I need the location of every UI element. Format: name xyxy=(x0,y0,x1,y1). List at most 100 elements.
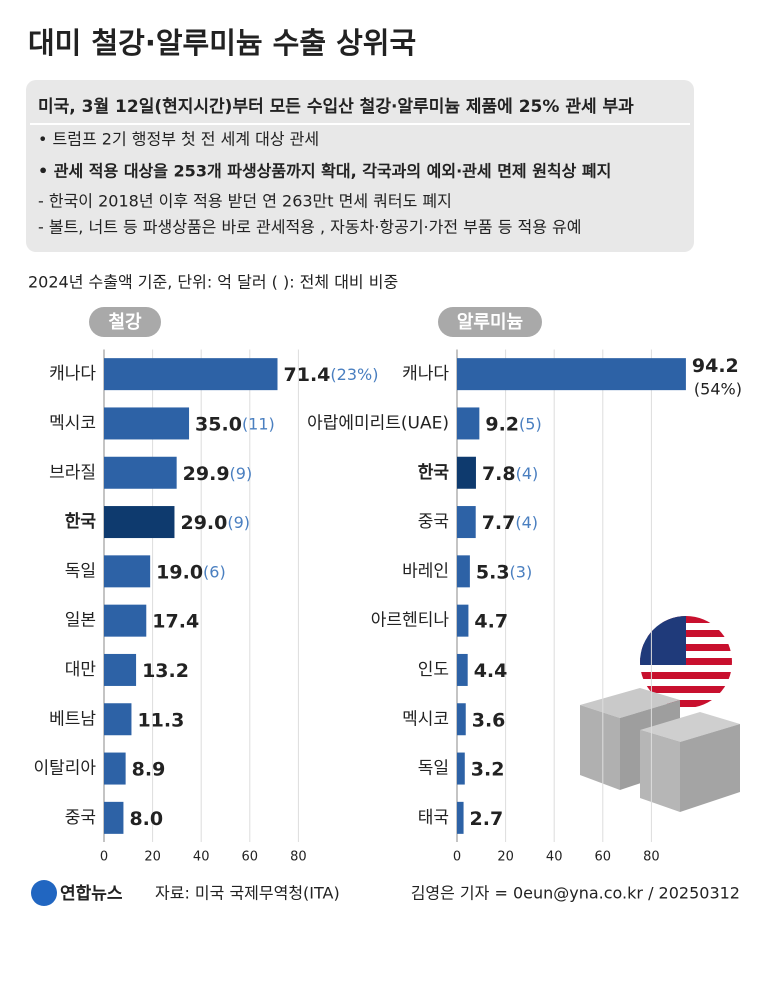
value-text: 4.4 xyxy=(474,659,508,681)
x-tick-label: 80 xyxy=(290,850,307,865)
illustration xyxy=(580,616,740,812)
value-label: 29.9(9) xyxy=(183,462,253,484)
value-label: 71.4(23%) xyxy=(284,364,379,386)
x-tick-label: 80 xyxy=(643,850,660,865)
value-label: 8.9 xyxy=(132,758,166,780)
category-label: 중국 xyxy=(65,808,96,828)
bar xyxy=(457,703,466,736)
bar xyxy=(104,456,177,489)
bar xyxy=(104,555,151,588)
value-label: 2.7 xyxy=(470,807,504,829)
bar xyxy=(457,604,469,637)
category-label: 대만 xyxy=(65,660,97,680)
value-text: 7.7 xyxy=(482,512,516,534)
share-label: (6) xyxy=(203,562,226,581)
value-text: 5.3 xyxy=(476,561,510,583)
value-label: 7.7(4) xyxy=(482,512,538,534)
share-label: (9) xyxy=(227,513,250,532)
x-tick-label: 40 xyxy=(546,850,563,865)
value-label: 3.6 xyxy=(472,709,506,731)
value-text: 8.0 xyxy=(129,807,163,829)
value-text: 11.3 xyxy=(137,709,184,731)
value-text: 4.7 xyxy=(474,610,508,632)
value-label: 5.3(3) xyxy=(476,561,532,583)
bar xyxy=(457,456,476,489)
share-label: (4) xyxy=(516,463,539,482)
value-label: 13.2 xyxy=(142,659,189,681)
value-text: 71.4 xyxy=(284,364,331,386)
value-label: 19.0(6) xyxy=(156,561,226,583)
unit-note: 2024년 수출액 기준, 단위: 억 달러 ( ): 전체 대비 비중 xyxy=(28,273,398,292)
value-label: 35.0(11) xyxy=(195,413,275,435)
value-text: 17.4 xyxy=(152,610,199,632)
share-label: (9) xyxy=(230,463,253,482)
logo-mark xyxy=(31,880,57,906)
panel-title: 철강 xyxy=(108,312,142,333)
category-label: 독일 xyxy=(418,759,449,779)
bar xyxy=(104,506,175,539)
category-label: 바레인 xyxy=(402,561,449,581)
value-text: 3.2 xyxy=(471,758,505,780)
share-label: (4) xyxy=(515,513,538,532)
x-tick-label: 40 xyxy=(193,850,210,865)
value-text: 3.6 xyxy=(472,709,506,731)
category-label: 멕시코 xyxy=(49,413,96,433)
note: - 볼트, 너트 등 파생상품은 바로 관세적용 , 자동차·항공기·가전 부품… xyxy=(38,218,581,237)
value-label: 17.4 xyxy=(152,610,199,632)
x-tick-label: 60 xyxy=(242,850,259,865)
category-label: 중국 xyxy=(418,512,449,532)
share-label: (5) xyxy=(519,414,542,433)
bar xyxy=(457,752,465,785)
category-label: 한국 xyxy=(418,463,450,483)
value-text: 7.8 xyxy=(482,462,516,484)
bar xyxy=(457,506,476,539)
source: 자료: 미국 국제무역청(ITA) xyxy=(155,884,340,903)
bar xyxy=(104,703,132,736)
bar xyxy=(457,555,470,588)
value-label: 94.2 xyxy=(692,355,739,377)
headline: 미국, 3월 12일(현지시간)부터 모든 수입산 철강·알루미늄 제품에 25… xyxy=(38,97,634,117)
bar xyxy=(457,407,480,440)
value-text: 8.9 xyxy=(132,758,166,780)
panel-pill xyxy=(89,307,161,337)
category-label: 아랍에미리트(UAE) xyxy=(307,413,449,433)
bar xyxy=(457,653,468,686)
value-label: 8.0 xyxy=(129,807,163,829)
title: 대미 철강·알루미늄 수출 상위국 xyxy=(28,26,416,60)
value-text: 9.2 xyxy=(485,413,519,435)
bar xyxy=(104,604,147,637)
share-label: (3) xyxy=(510,562,533,581)
bar xyxy=(104,407,190,440)
category-label: 독일 xyxy=(65,561,96,581)
value-text: 2.7 xyxy=(470,807,504,829)
value-label: 4.4 xyxy=(474,659,508,681)
category-label: 일본 xyxy=(65,611,96,631)
category-label: 이탈리아 xyxy=(33,759,96,779)
note: • 관세 적용 대상을 253개 파생상품까지 확대, 각국과의 예외·관세 면… xyxy=(38,162,611,181)
value-label: 11.3 xyxy=(137,709,184,731)
share-label: (23%) xyxy=(330,365,378,384)
value-label: 4.7 xyxy=(474,610,508,632)
bar xyxy=(104,752,126,785)
x-tick-label: 0 xyxy=(453,850,461,865)
x-tick-label: 60 xyxy=(595,850,612,865)
category-label: 캐나다 xyxy=(49,364,96,384)
bar xyxy=(457,358,686,391)
bar xyxy=(457,801,464,834)
logo: 연합뉴스 xyxy=(60,883,123,904)
category-label: 한국 xyxy=(65,512,97,532)
category-label: 멕시코 xyxy=(402,709,449,729)
category-label: 캐나다 xyxy=(402,364,449,384)
value-text: 94.2 xyxy=(692,355,739,377)
value-text: 29.0 xyxy=(180,512,227,534)
value-label: 7.8(4) xyxy=(482,462,538,484)
category-label: 인도 xyxy=(418,660,449,680)
x-tick-label: 20 xyxy=(144,850,161,865)
category-label: 아르헨티나 xyxy=(371,611,450,631)
category-label: 태국 xyxy=(418,808,449,828)
value-text: 13.2 xyxy=(142,659,189,681)
bar xyxy=(104,653,137,686)
value-text: 29.9 xyxy=(183,462,230,484)
panel-title: 알루미늄 xyxy=(457,312,523,333)
